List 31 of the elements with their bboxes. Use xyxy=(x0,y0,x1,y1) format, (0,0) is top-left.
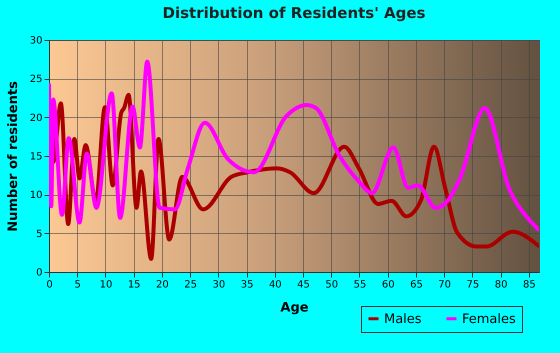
x-tick-label: 85 xyxy=(522,280,536,290)
x-tick-label: 75 xyxy=(466,280,480,290)
x-axis-title: Age xyxy=(280,300,309,316)
x-tick-label: 15 xyxy=(128,280,141,290)
y-tick-label: 25 xyxy=(30,74,42,86)
legend-label: Females xyxy=(462,312,516,327)
x-tick-label: 55 xyxy=(354,280,366,290)
y-axis-title: Number of residents xyxy=(6,80,21,232)
chart-title: Distribution of Residents' Ages xyxy=(162,4,426,22)
x-tick-label: 25 xyxy=(184,280,197,290)
x-tick-label: 80 xyxy=(494,280,508,290)
x-tick-label: 40 xyxy=(268,280,282,290)
x-tick-label: 35 xyxy=(240,280,254,290)
line-series xyxy=(49,60,539,232)
x-tick-label: 10 xyxy=(100,280,112,290)
legend-label: Males xyxy=(384,312,422,327)
x-tick-label: 70 xyxy=(438,280,452,290)
x-tick-label: 65 xyxy=(410,280,423,290)
y-tick-label: 5 xyxy=(36,228,42,240)
y-tick-label: 20 xyxy=(30,112,42,124)
x-tick-label: 20 xyxy=(156,280,169,290)
x-tick-label: 5 xyxy=(74,280,81,290)
x-tick-label: 50 xyxy=(325,280,338,290)
y-tick-label: 0 xyxy=(36,268,42,278)
y-tick-label: 30 xyxy=(30,36,42,46)
x-tick-label: 60 xyxy=(382,280,395,290)
x-tick-label: 30 xyxy=(212,280,226,290)
y-tick-label: 15 xyxy=(30,152,42,162)
x-tick-label: 45 xyxy=(297,280,310,290)
y-tick-label: 10 xyxy=(30,190,42,202)
x-tick-label: 0 xyxy=(46,280,53,290)
